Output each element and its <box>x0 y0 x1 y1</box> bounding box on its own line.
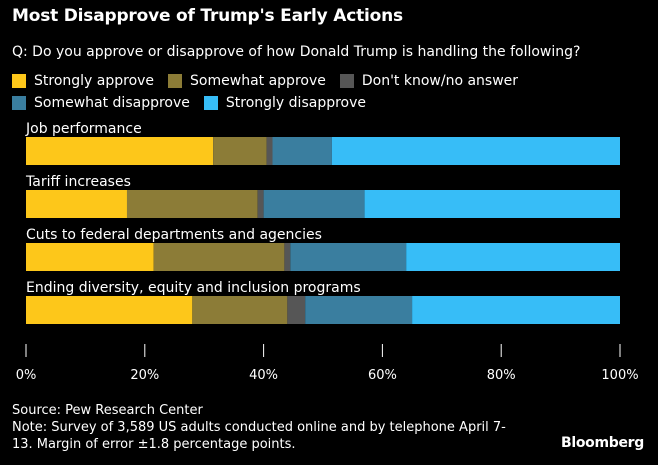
x-tick-label: 100% <box>601 368 638 383</box>
legend-swatch-dont-know <box>339 74 354 88</box>
legend-swatch-somewhat-approve <box>168 74 183 88</box>
legend-swatch-strongly-approve <box>12 74 26 88</box>
bloomberg-logo: Bloomberg <box>560 435 644 451</box>
source-text: Source: Pew Research Center <box>12 403 203 418</box>
x-tick-label: 0% <box>16 368 37 383</box>
bar-segment <box>263 190 365 218</box>
legend-item-strongly-disapprove: Strongly disapprove <box>203 95 366 111</box>
legend-label: Strongly approve <box>34 73 155 89</box>
x-tick-label: 20% <box>130 368 159 383</box>
note-line-2: 13. Margin of error ±1.8 percentage poin… <box>12 437 296 452</box>
category-label: Job performance <box>25 121 142 137</box>
chart-title: Most Disapprove of Trump's Early Actions <box>12 6 403 26</box>
bar-segment <box>26 190 127 218</box>
bar-segment <box>364 190 620 218</box>
bar-segment <box>153 243 285 271</box>
bar-segment <box>26 137 214 165</box>
bar-segment <box>266 137 273 165</box>
bar-segment <box>257 190 264 218</box>
bar-segment <box>192 296 288 324</box>
legend-item-somewhat-approve: Somewhat approve <box>168 73 326 89</box>
bar-segment <box>272 137 332 165</box>
bar-segment <box>290 243 407 271</box>
legend-label: Strongly disapprove <box>225 95 366 111</box>
legend-item-somewhat-disapprove: Somewhat disapprove <box>12 95 190 111</box>
bar-segment <box>331 137 620 165</box>
bar-segment <box>284 243 291 271</box>
bar-segment <box>305 296 413 324</box>
stacked-bar-chart: Job performance Tariff increases Cuts to f… <box>16 121 639 383</box>
legend: Strongly approve Somewhat approve Don't … <box>12 70 572 114</box>
bar-segment <box>406 243 620 271</box>
bar-segment <box>412 296 620 324</box>
x-tick-label: 60% <box>368 368 397 383</box>
legend-swatch-somewhat-disapprove <box>12 96 26 110</box>
category-label: Cuts to federal departments and agencies <box>26 227 322 243</box>
category-label: Tariff increases <box>25 174 131 190</box>
legend-label: Somewhat disapprove <box>34 95 190 111</box>
legend-label: Don't know/no answer <box>361 73 519 89</box>
legend-swatch-strongly-disapprove <box>203 96 218 110</box>
x-tick-label: 80% <box>487 368 516 383</box>
legend-item-dont-know: Don't know/no answer <box>339 73 519 89</box>
footer: Source: Pew Research Center Note: Survey… <box>12 402 506 453</box>
chart-subtitle: Q: Do you approve or disapprove of how D… <box>12 44 581 60</box>
legend-label: Somewhat approve <box>190 73 326 89</box>
bar-segment <box>213 137 267 165</box>
x-tick-label: 40% <box>249 368 278 383</box>
bar-segment <box>126 190 258 218</box>
note-line-1: Note: Survey of 3,589 US adults conducte… <box>12 420 506 435</box>
bar-segment <box>26 296 193 324</box>
bar-segment <box>287 296 306 324</box>
legend-item-strongly-approve: Strongly approve <box>12 73 154 89</box>
bar-segment <box>26 243 154 271</box>
category-label: Ending diversity, equity and inclusion p… <box>26 280 361 296</box>
